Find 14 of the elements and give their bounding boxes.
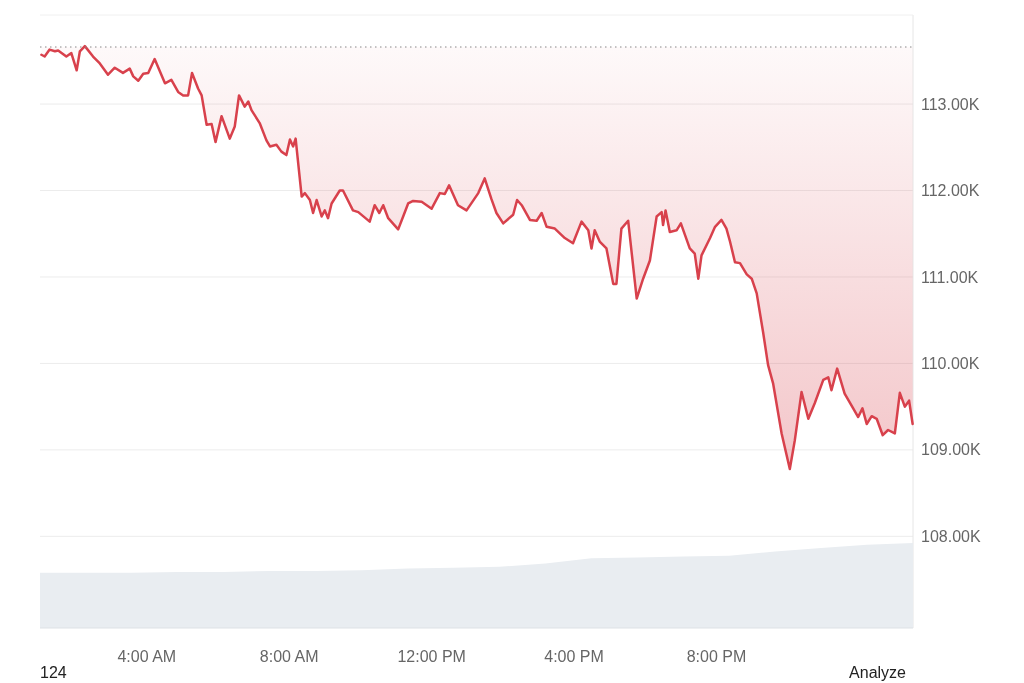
y-tick-label: 111.00K [921,268,979,286]
x-tick-label: 8:00 PM [686,648,747,665]
y-tick-label: 112.00K [921,182,980,200]
text: Analyze [849,664,907,681]
y-tick-label: 108.00K [921,527,981,545]
text: 124 [40,664,67,681]
x-tick-label: 4:00 PM [544,648,604,665]
x-tick-label: 8:00 AM [259,648,319,665]
y-tick-label: 110.00K [921,355,980,373]
y-tick-label: 109.00K [921,441,981,459]
y-tick-label: 113.00K [921,95,980,113]
line-series [40,44,914,471]
x-tick-label: 4:00 AM [117,648,177,665]
x-tick-label: 12:00 PM [397,648,466,665]
